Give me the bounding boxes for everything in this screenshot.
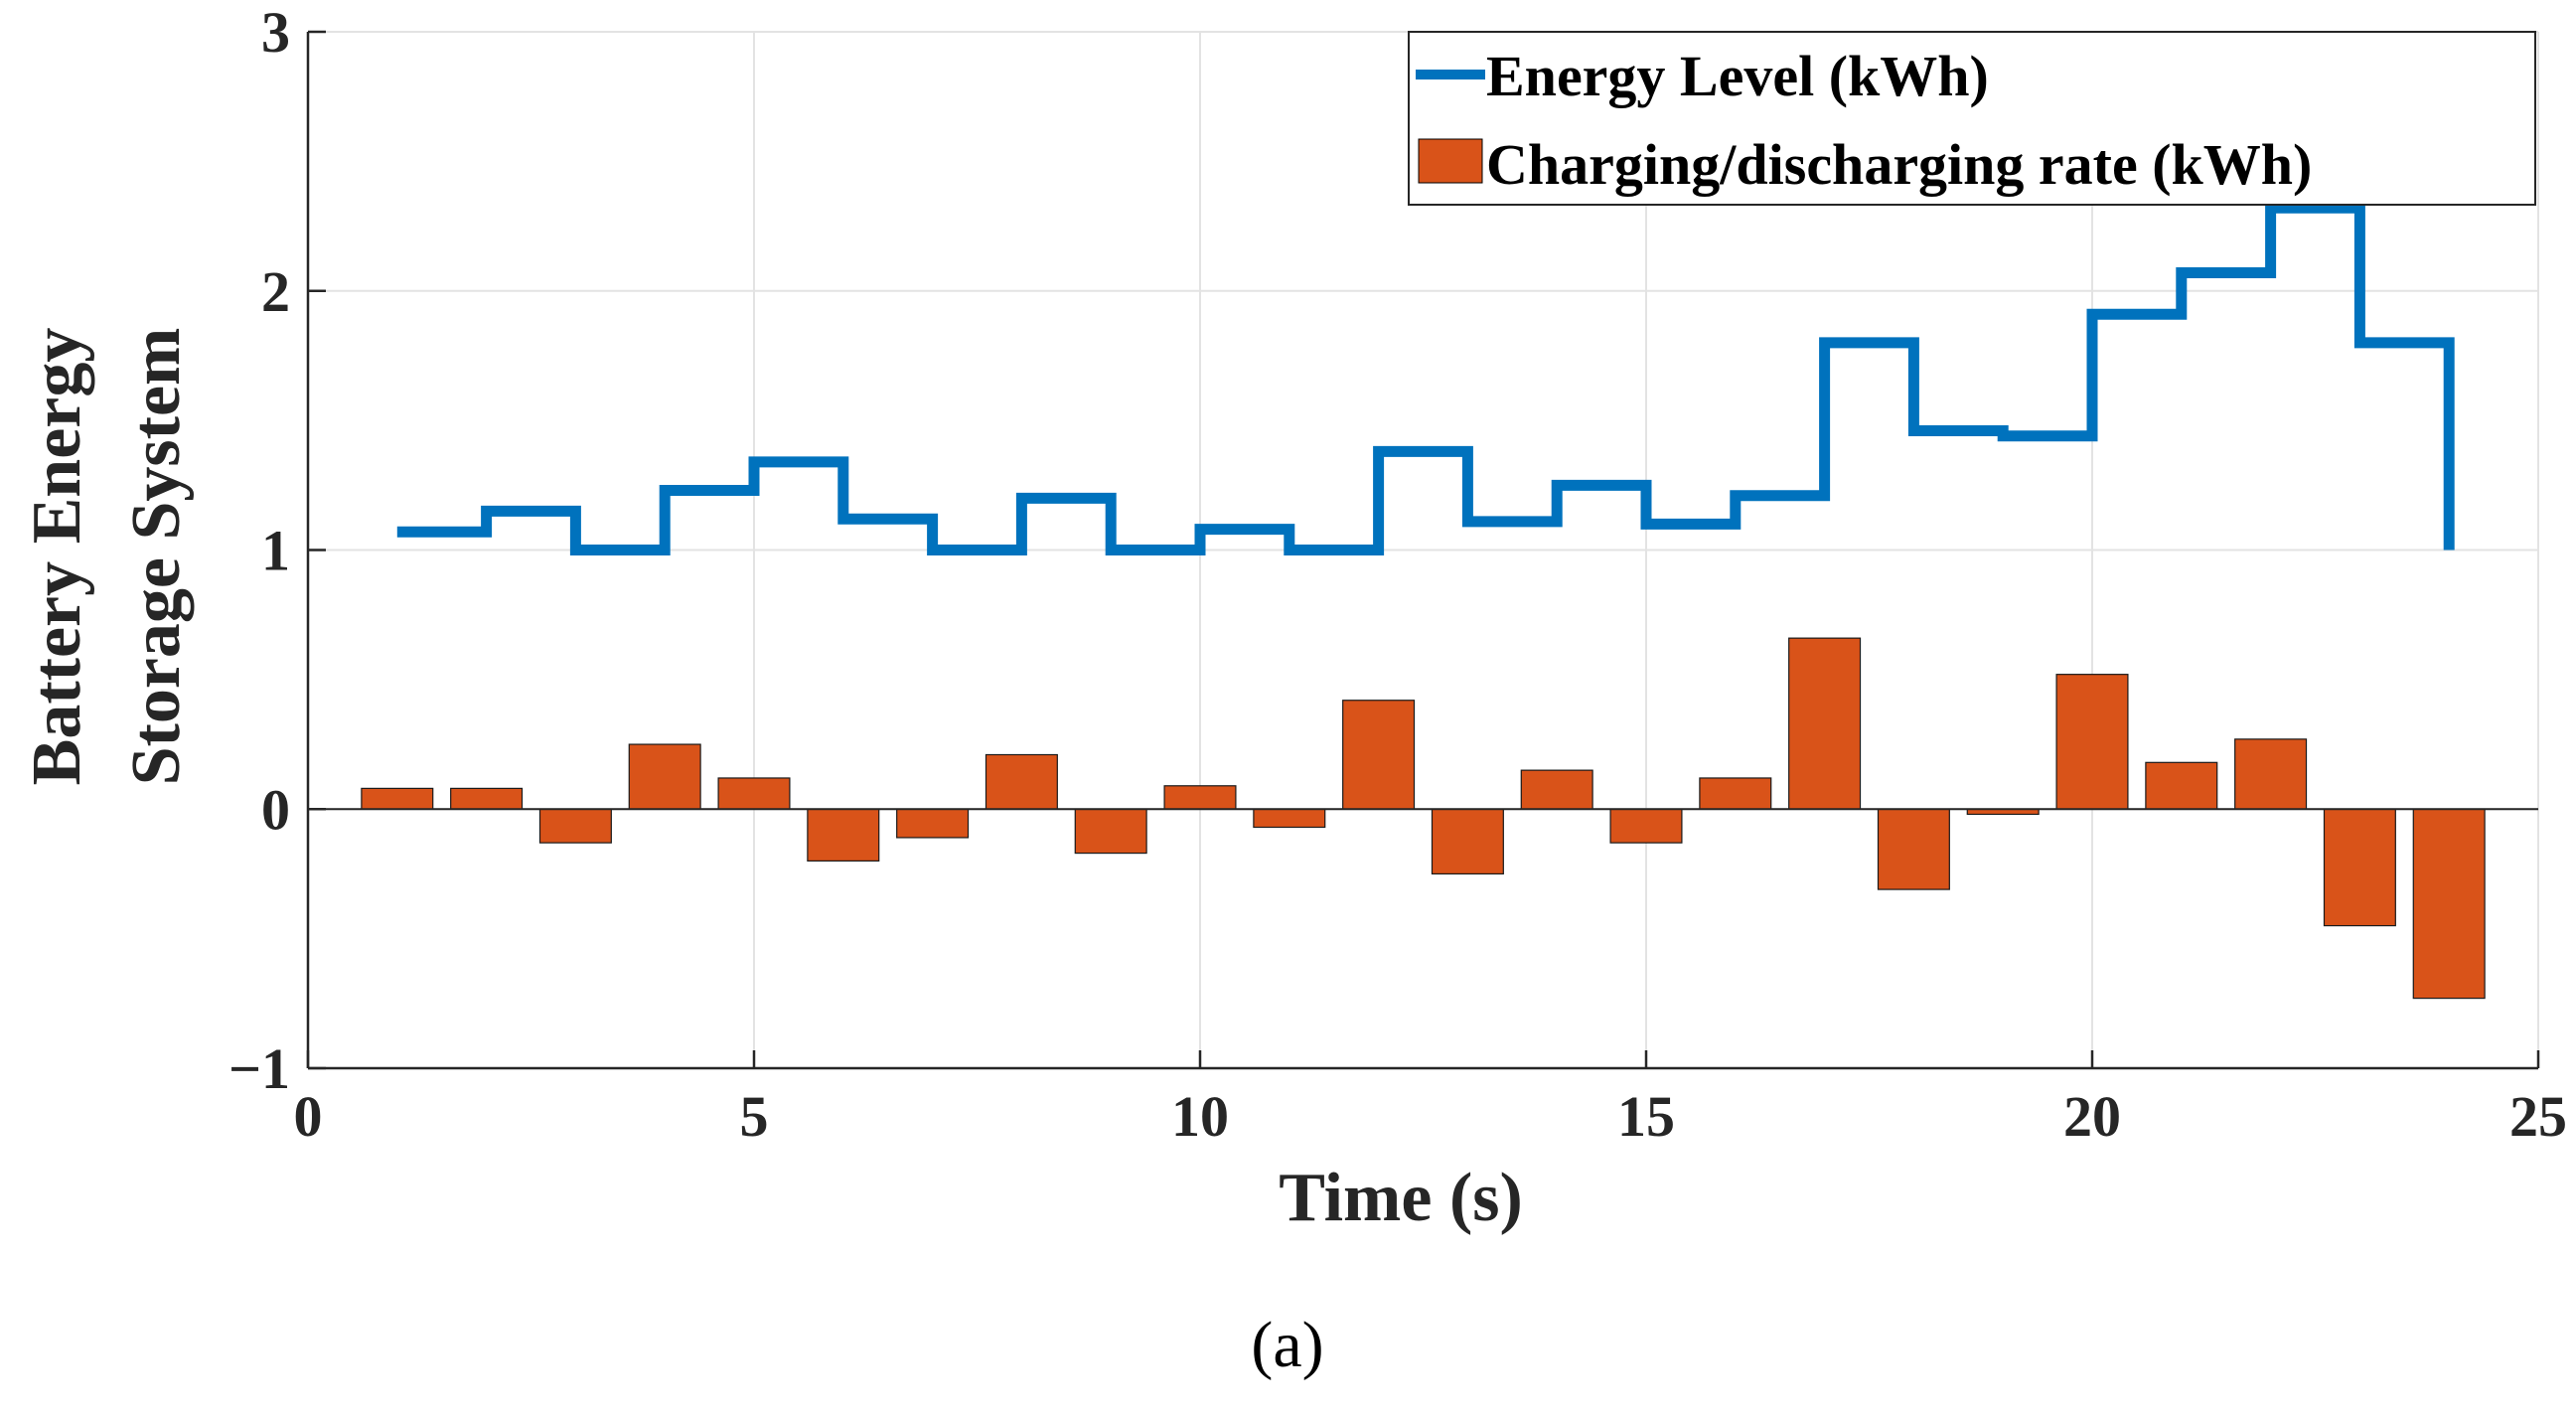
bar-2 (450, 787, 524, 810)
legend-box (1408, 31, 2536, 206)
bar-1 (361, 787, 434, 810)
bar-3 (538, 808, 612, 844)
legend-bar-swatch (1418, 138, 1483, 184)
bar-11 (1253, 808, 1326, 829)
figure-caption: (a) (1251, 1309, 1323, 1381)
bar-4 (628, 743, 701, 810)
bar-5 (717, 777, 791, 810)
bar-9 (1074, 808, 1147, 855)
bar-10 (1163, 785, 1237, 810)
bar-17 (1788, 637, 1862, 810)
x-tick-label: 25 (2509, 1084, 2567, 1149)
y-tick-label: 0 (261, 777, 290, 842)
x-axis-title: Time (s) (1279, 1160, 1523, 1236)
x-tick-label: 10 (1171, 1084, 1229, 1149)
bar-12 (1342, 700, 1416, 810)
bar-series (308, 637, 2538, 1000)
y-axis-title-line-2: Storage System (118, 328, 195, 786)
bar-14 (1520, 769, 1593, 810)
bar-20 (2055, 674, 2129, 810)
axes (306, 30, 2540, 1070)
x-tick-label: 0 (294, 1084, 323, 1149)
y-tick-label: 1 (261, 519, 290, 583)
bar-23 (2323, 808, 2396, 927)
legend: Energy Level (kWh) Charging/discharging … (1408, 31, 2536, 206)
y-tick-label: −1 (228, 1036, 290, 1101)
bar-18 (1877, 808, 1950, 890)
bar-7 (896, 808, 970, 839)
energy-series (396, 202, 2455, 555)
bar-6 (807, 808, 880, 863)
bar-15 (1609, 808, 1683, 844)
bar-13 (1431, 808, 1504, 875)
x-tick-label: 15 (1617, 1084, 1675, 1149)
y-tick-label: 3 (261, 0, 290, 65)
x-tick-label: 20 (2063, 1084, 2121, 1149)
energy-level-line (396, 202, 2455, 555)
bar-16 (1699, 777, 1772, 810)
x-tick-label: 5 (740, 1084, 769, 1149)
bar-24 (2412, 808, 2486, 1000)
bar-8 (985, 753, 1058, 810)
y-axis-title-line-1: Battery Energy (19, 328, 95, 786)
legend-label-energy: Energy Level (kWh) (1486, 44, 1989, 108)
bar-21 (2145, 761, 2218, 810)
bar-22 (2234, 738, 2308, 810)
y-tick-label: 2 (261, 259, 290, 324)
legend-label-rate: Charging/discharging rate (kWh) (1486, 132, 2312, 197)
